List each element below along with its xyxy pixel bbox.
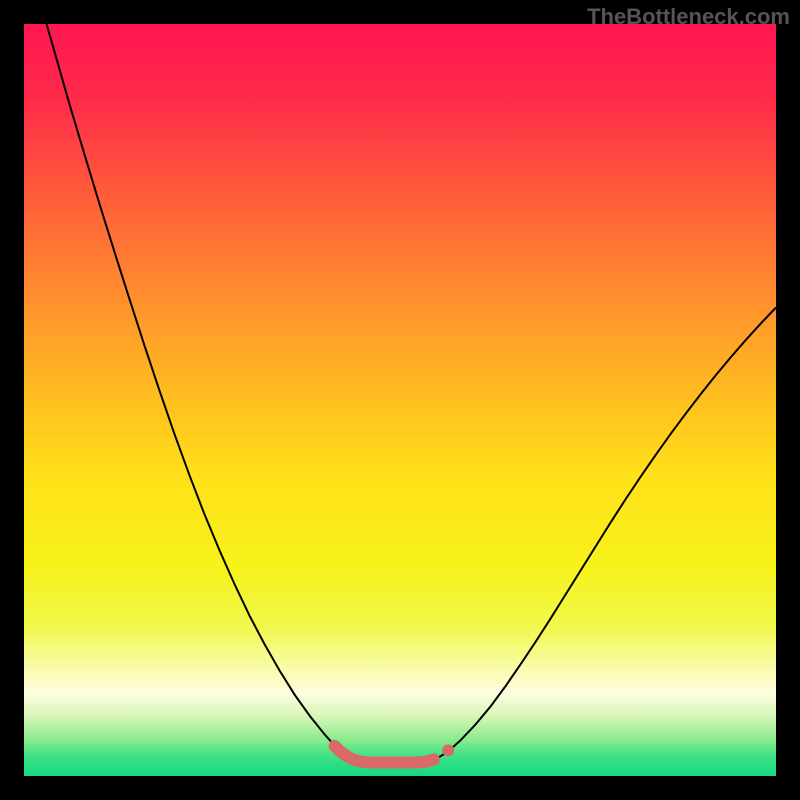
chart-svg	[0, 0, 800, 800]
highlight-dot-0	[442, 744, 454, 756]
watermark-text: TheBottleneck.com	[587, 4, 790, 30]
chart-frame: TheBottleneck.com	[0, 0, 800, 800]
plot-background	[24, 24, 776, 776]
